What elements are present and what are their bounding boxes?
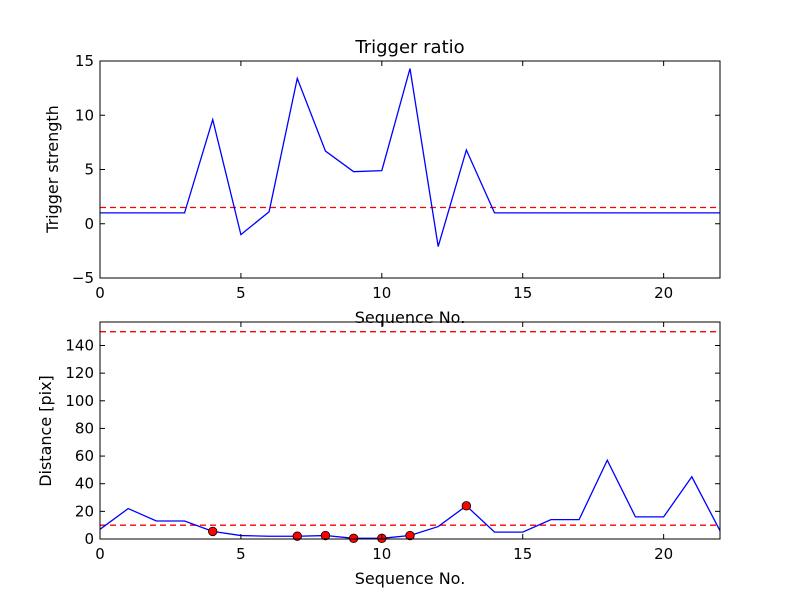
- x-tick-label: 15: [513, 545, 532, 563]
- x-tick-label: 10: [372, 284, 391, 302]
- x-tick-label: 0: [95, 284, 105, 302]
- plot-area-bottom: 0 5 10 15 20 0 20 40 60 80 100 120 140: [65, 321, 721, 563]
- axes-frame-top: [99, 60, 721, 279]
- y-tick-label: 5: [84, 161, 94, 179]
- trigger-ratio-subplot: Trigger ratio Sequence No. Trigger stren…: [43, 37, 721, 327]
- y-axis-label-bottom: Distance [pix]: [36, 375, 55, 487]
- y-tick-label: 60: [75, 447, 94, 465]
- x-tick-label: 20: [654, 284, 673, 302]
- x-axis-label-top: Sequence No.: [355, 308, 466, 327]
- y-tick-label: 0: [84, 215, 94, 233]
- data-point-marker: [208, 526, 218, 537]
- data-point-marker: [461, 501, 472, 511]
- y-tick-label: 15: [75, 52, 94, 70]
- y-tick-label: 20: [75, 502, 94, 520]
- chart-title: Trigger ratio: [354, 37, 464, 58]
- y-axis-label-top: Trigger strength: [43, 105, 62, 234]
- data-point-marker: [320, 530, 331, 541]
- y-tick-label: 0: [84, 530, 94, 548]
- data-point-marker: [292, 531, 302, 541]
- y-tick-label: −5: [72, 269, 94, 287]
- x-tick-label: 5: [236, 545, 246, 563]
- axes-frame-bottom: [99, 321, 721, 540]
- data-point-marker: [348, 533, 359, 544]
- x-tick-label: 5: [236, 284, 246, 302]
- x-tick-label: 20: [654, 545, 673, 563]
- y-tick-label: 40: [75, 475, 94, 493]
- series-line-top-0: [100, 68, 720, 247]
- x-tick-label: 15: [513, 284, 532, 302]
- y-tick-label: 100: [65, 392, 94, 410]
- y-tick-label: 80: [75, 419, 94, 437]
- y-tick-label: 120: [65, 364, 94, 382]
- data-point-marker: [405, 530, 415, 541]
- y-tick-label: 140: [65, 336, 94, 354]
- x-axis-label-bottom: Sequence No.: [355, 569, 466, 588]
- distance-subplot: Sequence No. Distance [pix] 0 5 10 15 20 0 20 4…: [36, 321, 721, 588]
- x-tick-label: 0: [95, 545, 105, 563]
- y-tick-label: 10: [75, 106, 94, 124]
- x-tick-label: 10: [372, 545, 391, 563]
